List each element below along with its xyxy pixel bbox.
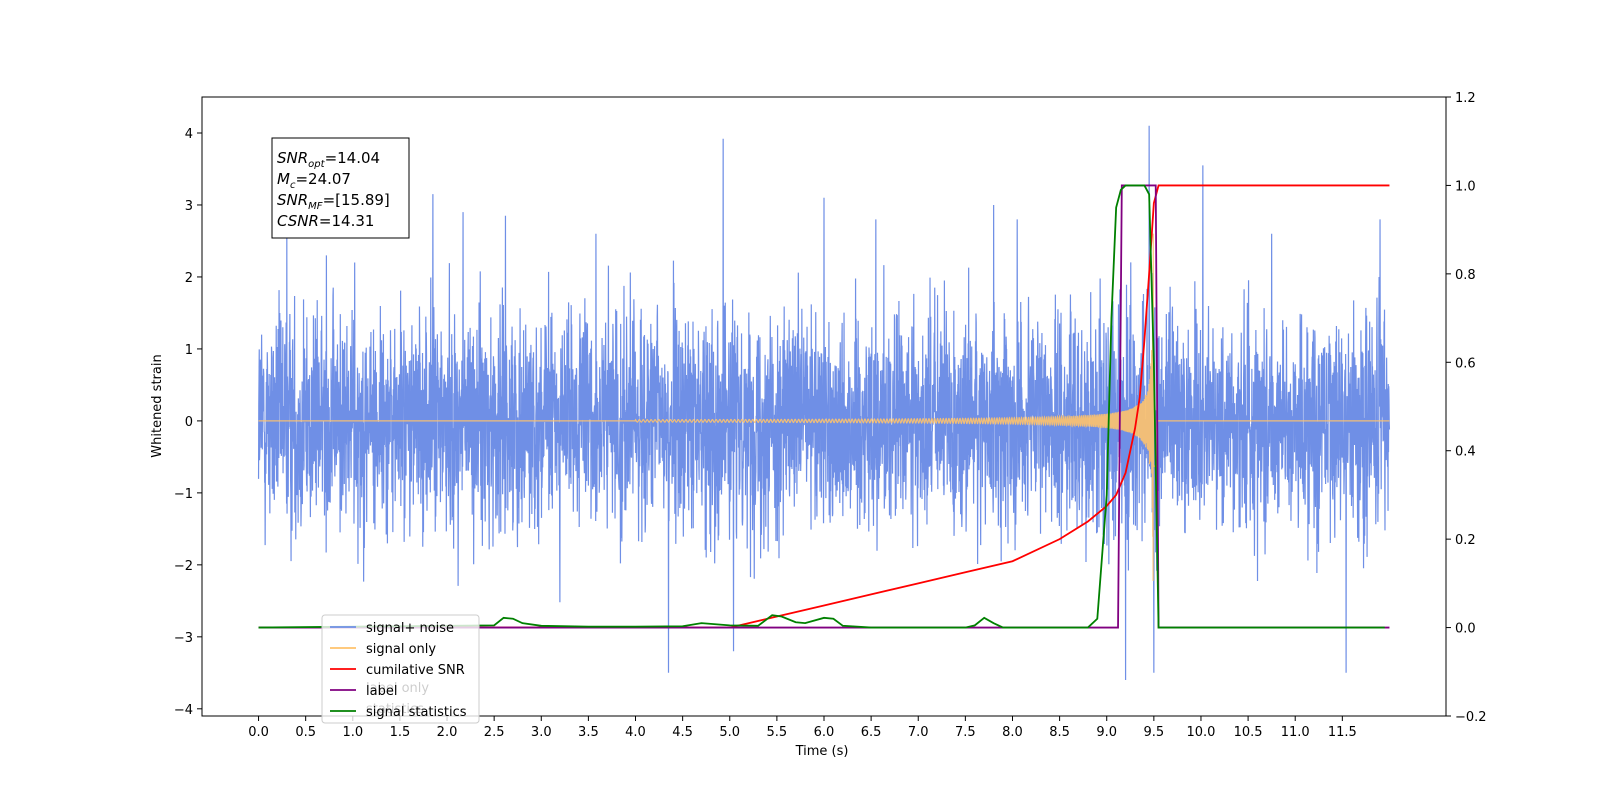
x-axis-label: Time (s) (795, 744, 849, 759)
y-axis-label: Whitened strain (150, 354, 165, 457)
legend: label onlystatisticssignal+ noisesignal … (321, 614, 480, 724)
x-tick-label: 5.0 (719, 725, 740, 740)
y2-tick-label: 1.0 (1455, 179, 1476, 194)
series-group (257, 125, 1391, 681)
x-tick-label: 6.0 (814, 725, 835, 740)
annotation-line: CSNR=14.31 (277, 212, 374, 230)
y2-tick-label: 0.2 (1455, 533, 1476, 548)
y2-tick-label: 0.0 (1455, 622, 1476, 637)
annotation-line: SNRMF=[15.89] (277, 191, 390, 212)
legend-entry-label: label (366, 684, 397, 699)
x-tick-label: 2.5 (484, 725, 505, 740)
x-tick-label: 7.5 (955, 725, 976, 740)
x-tick-label: 6.5 (861, 725, 882, 740)
y-tick-label: 4 (185, 127, 193, 142)
plot-layer (257, 125, 1391, 681)
annotation-frame (271, 137, 410, 239)
y2-tick-label: 0.4 (1455, 445, 1476, 460)
y-tick-label: −1 (174, 487, 193, 502)
x-tick-label: 8.0 (1002, 725, 1023, 740)
x-tick-label: 0.5 (295, 725, 316, 740)
x-tick-label: 4.0 (625, 725, 646, 740)
legend-entry-label: signal+ noise (366, 621, 454, 636)
x-tick-label: 1.0 (342, 725, 363, 740)
x-tick-label: 9.5 (1144, 725, 1165, 740)
legend-frame (321, 614, 480, 724)
x-tick-label: 8.5 (1049, 725, 1070, 740)
y-tick-label: 2 (185, 271, 193, 286)
x-tick-label: 2.0 (437, 725, 458, 740)
x-tick-label: 11.0 (1281, 725, 1310, 740)
x-tick-label: 0.0 (248, 725, 269, 740)
x-tick-label: 10.0 (1186, 725, 1215, 740)
y2-tick-label: −0.2 (1455, 710, 1487, 725)
stats-annotation-box: SNRopt=14.04Mc=24.07SNRMF=[15.89]CSNR=14… (271, 137, 410, 239)
legend-entry-label: signal statistics (366, 705, 467, 720)
x-tick-label: 1.5 (390, 725, 411, 740)
x-tick-label: 5.5 (767, 725, 788, 740)
axes-layer: 0.0 0.5 1.0 1.5 2.0 2.5 3.0 3.5 4.0 4.5 5.0 5.5 6.0 6… (174, 91, 1487, 740)
x-tick-label: 7.0 (908, 725, 929, 740)
y2-tick-label: 0.8 (1455, 268, 1476, 283)
annotation-line: Mc=24.07 (277, 170, 351, 191)
y-tick-label: 1 (185, 343, 193, 358)
x-tick-label: 4.5 (672, 725, 693, 740)
annotation-line: SNRopt=14.04 (277, 149, 380, 170)
x-tick-label: 3.5 (578, 725, 599, 740)
x-tick-label: 3.0 (531, 725, 552, 740)
y-tick-label: 3 (185, 199, 193, 214)
y2-tick-label: 1.2 (1455, 91, 1476, 106)
series-line-signal-statistics (258, 184, 1385, 629)
y-tick-label: −2 (174, 559, 193, 574)
legend-entry-label: cumilative SNR (366, 663, 465, 678)
series-line-cumilative-snr (258, 184, 1390, 629)
y-tick-label: −3 (174, 631, 193, 646)
y-tick-label: −4 (174, 703, 193, 718)
x-tick-label: 10.5 (1234, 725, 1263, 740)
x-tick-label: 9.0 (1096, 725, 1117, 740)
legend-entry-label: signal only (366, 642, 436, 657)
x-tick-label: 11.5 (1328, 725, 1357, 740)
y2-tick-label: 0.6 (1455, 356, 1476, 371)
y-tick-label: 0 (185, 415, 193, 430)
series-line-signal-only (258, 233, 1390, 581)
series-line-signal-plus-noise (257, 125, 1391, 681)
